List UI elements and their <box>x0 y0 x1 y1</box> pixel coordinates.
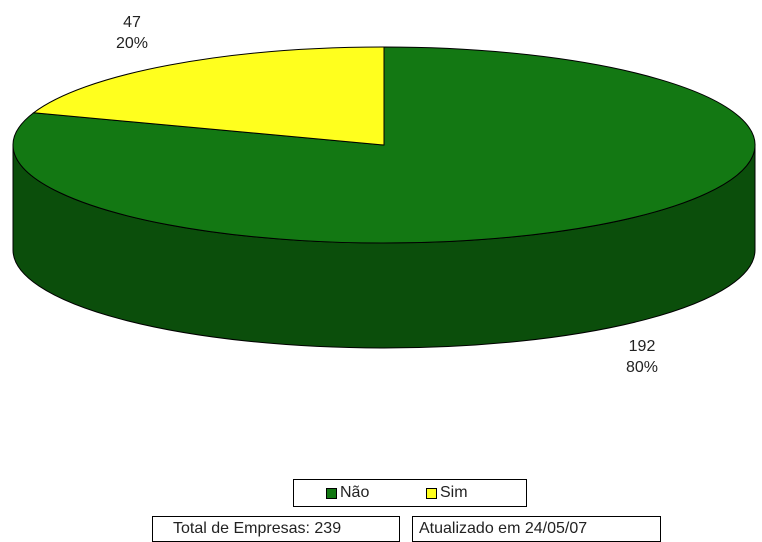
pie-slice-sim <box>32 46 385 146</box>
total-companies-box: Total de Empresas: 239 <box>152 516 400 542</box>
slice-label-sim: 47 20% <box>92 12 172 54</box>
legend-text-sim: Sim <box>440 484 468 501</box>
slice-value-nao: 192 <box>628 338 656 355</box>
chart-legend: Não Sim <box>293 479 527 507</box>
slice-value-sim: 47 <box>123 14 141 31</box>
updated-date-box: Atualizado em 24/05/07 <box>412 516 661 542</box>
slice-percent-nao: 80% <box>625 359 659 376</box>
legend-text-nao: Não <box>340 484 370 501</box>
legend-swatch-sim <box>426 487 437 499</box>
legend-swatch-nao <box>326 487 337 499</box>
slice-label-nao: 192 80% <box>602 336 682 378</box>
legend-entry-nao: Não <box>326 484 426 502</box>
legend-entry-sim: Sim <box>426 484 526 502</box>
slice-percent-sim: 20% <box>115 35 149 52</box>
